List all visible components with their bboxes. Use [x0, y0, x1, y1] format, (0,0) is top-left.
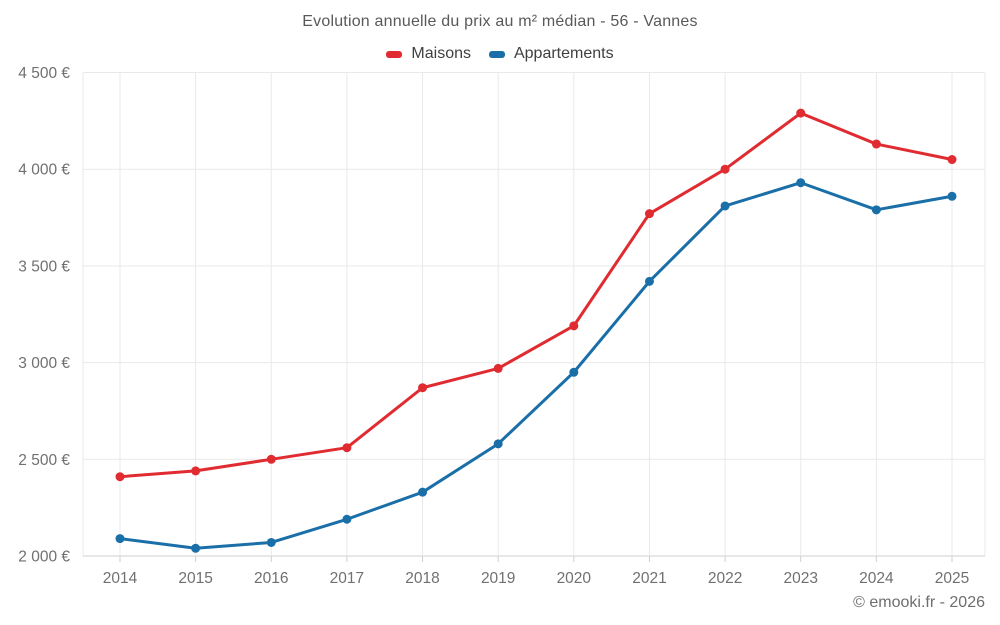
maisons-point-2021[interactable]: [644, 209, 654, 219]
maisons-point-2018[interactable]: [418, 383, 428, 393]
x-axis-label: 2021: [632, 570, 666, 587]
maisons-point-2024[interactable]: [871, 139, 881, 149]
y-axis-label: 4 500 €: [18, 65, 70, 82]
x-axis-label: 2015: [178, 570, 212, 587]
x-axis-label: 2024: [859, 570, 894, 587]
appartements-legend-swatch-icon: [488, 50, 505, 58]
chart-title: Evolution annuelle du prix au m² médian …: [302, 13, 698, 30]
maisons-point-2019[interactable]: [493, 363, 503, 373]
appartements-point-2014[interactable]: [115, 534, 125, 544]
maisons-point-2023[interactable]: [796, 108, 806, 118]
x-axis-label: 2025: [935, 570, 969, 587]
appartements-point-2021[interactable]: [644, 276, 654, 286]
appartements-line: [118, 181, 954, 550]
x-axis-label: 2018: [405, 570, 439, 587]
y-axis-label: 3 500 €: [18, 258, 70, 275]
y-axis-label: 3 000 €: [18, 355, 70, 372]
x-axis-label: 2019: [481, 570, 515, 587]
maisons-point-2017[interactable]: [342, 443, 352, 453]
appartements-point-2019[interactable]: [493, 439, 503, 449]
maisons-point-2014[interactable]: [115, 472, 125, 482]
maisons-line: [118, 111, 954, 479]
appartements-point-2017[interactable]: [342, 514, 352, 524]
maisons-point-2020[interactable]: [569, 321, 579, 331]
appartements-point-2015[interactable]: [191, 543, 201, 553]
maisons-point-2016[interactable]: [266, 454, 276, 464]
maisons-legend-swatch-icon: [386, 50, 403, 58]
legend: Maisons Appartements: [0, 44, 1000, 64]
y-axis-label: 2 000 €: [18, 549, 70, 566]
appartements-point-2018[interactable]: [418, 487, 428, 497]
appartements-point-2025[interactable]: [947, 191, 957, 201]
x-axis-label: 2023: [783, 570, 817, 587]
appartements-point-2024[interactable]: [871, 205, 881, 215]
legend-label-appartements: Appartements: [513, 45, 614, 62]
legend-item-maisons[interactable]: Maisons: [386, 45, 471, 63]
y-axis-label: 2 500 €: [18, 452, 70, 469]
appartements-point-2023[interactable]: [796, 178, 806, 188]
maisons-point-2015[interactable]: [191, 466, 201, 476]
copyright: © emooki.fr - 2026: [853, 594, 985, 611]
x-axis-label: 2014: [103, 570, 138, 587]
appartements-point-2022[interactable]: [720, 201, 730, 211]
maisons-point-2022[interactable]: [720, 164, 730, 174]
y-axis-label: 4 000 €: [18, 162, 70, 179]
x-axis-label: 2017: [330, 570, 364, 587]
x-axis-label: 2016: [254, 570, 288, 587]
x-axis-label: 2022: [708, 570, 742, 587]
appartements-point-2020[interactable]: [569, 367, 579, 377]
legend-label-maisons: Maisons: [411, 45, 471, 62]
x-axis-label: 2020: [557, 570, 592, 587]
maisons-point-2025[interactable]: [947, 155, 957, 165]
legend-item-appartements[interactable]: Appartements: [488, 45, 614, 63]
appartements-point-2016[interactable]: [266, 537, 276, 547]
